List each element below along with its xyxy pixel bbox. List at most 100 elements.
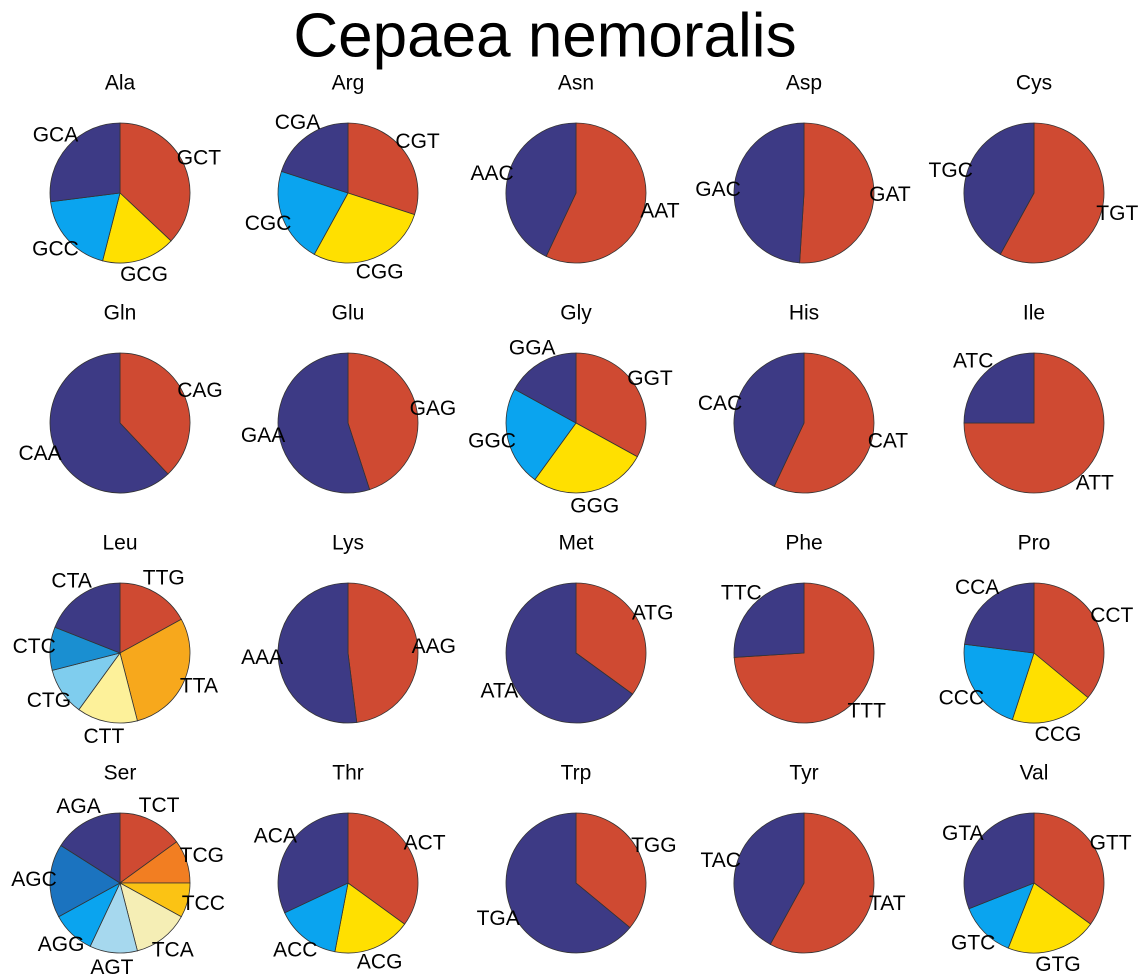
pie-title: Pro [1018,532,1051,555]
slice-label: GCT [177,146,222,169]
slice-label: AAG [412,635,456,658]
pie-slice [277,352,371,494]
slice-label: GCA [33,124,79,147]
slice-label: GAC [695,178,741,201]
pie-slice [968,882,1035,949]
pie-slice [277,170,349,255]
slice-label: TGG [631,834,677,857]
pie-slice [769,812,875,954]
pie-title: Asp [786,72,822,95]
slice-label: GCC [32,237,79,260]
pie-slice [102,192,172,264]
pie-chart: Trp TGG TGA [477,762,677,954]
pie-slice [963,643,1035,721]
slice-label: CTA [51,569,91,592]
slice-label: CTG [27,689,71,712]
pie-chart: His CAT CAC [698,302,908,494]
slice-label: GGC [468,429,516,452]
pie-title: Tyr [789,762,818,785]
slice-label: AAT [640,199,679,222]
slice-label: TAC [700,849,740,872]
pie-chart: Val GTT GTG GTC GTA [942,762,1132,977]
pie-slice [280,122,349,194]
pie-title: Arg [332,72,365,95]
pie-chart: Tyr TAT TAC [700,762,906,954]
slice-label: GGG [570,494,619,517]
slice-label: GAT [869,183,911,206]
pie-chart: Arg CGT CGG CGC CGA [245,72,440,284]
slice-label: CGC [245,212,292,235]
pie-slice [78,652,138,724]
pie-slice [575,352,647,458]
slice-label: ATG [632,602,674,625]
slice-label: ATT [1076,471,1114,494]
pie-slice [50,192,121,262]
slice-label: GTC [951,931,995,954]
pie-slice [999,122,1105,264]
pie-chart: Gly GGT GGG GGC GGA [468,302,673,518]
pie-slice [284,882,349,953]
pie-chart: Gln CAG CAA [18,302,223,494]
pie-chart: Asn AAT AAC [470,72,680,264]
slice-label: GAA [241,424,285,447]
slice-label: CCA [955,576,999,599]
pie-title: His [789,302,819,325]
slice-label: ATA [481,680,519,703]
pie-slice [514,352,577,424]
pie-chart: Leu TTG TTA CTT CTG CTC CTA [13,532,218,748]
slice-label: AGG [38,933,85,956]
pie-chart: Met ATG ATA [481,532,674,724]
pie-slice [49,352,169,494]
slice-label: TCT [139,794,180,817]
slice-label: ACA [254,824,297,847]
slice-label: TGC [929,159,973,182]
pie-slice [119,618,191,722]
pie-slice [505,122,577,257]
pie-slice [733,582,805,658]
pie-title: Asn [558,72,594,95]
slice-label: TCC [182,892,225,915]
pie-slice [505,388,577,481]
pie-slice [963,812,1035,910]
pie-slice [119,352,191,475]
slice-label: ACC [273,939,317,962]
slice-label: CTC [13,635,56,658]
main-title: Cepaea nemoralis [293,1,796,70]
pie-chart: Glu GAG GAA [241,302,457,494]
pie-slice [575,812,647,929]
pie-slice [49,122,121,203]
pie-title: Phe [785,532,822,555]
pie-title: Trp [561,762,592,785]
pie-title: Val [1020,762,1049,785]
pie-slice [119,882,182,952]
slice-label: ATC [953,350,993,373]
pie-slice [575,582,647,695]
pie-title: Leu [102,532,137,555]
slice-label: GTT [1090,832,1132,855]
pie-slice [964,582,1035,654]
slice-label: GAG [410,397,457,420]
pie-slice [277,812,349,914]
slice-label: AGC [11,868,57,891]
pie-slice [733,352,805,487]
slice-label: AGT [90,956,133,977]
slice-label: ACG [357,951,403,974]
pie-title: Lys [332,532,364,555]
pie-slice [54,582,121,654]
slice-label: CAA [18,442,61,465]
pie-slice [1033,582,1105,699]
pie-chart: Lys AAG AAA [241,532,456,724]
slice-label: TCG [180,844,224,867]
slice-label: TTA [180,675,218,698]
pie-chart: Asp GAT GAC [695,72,911,264]
slice-label: CGT [395,130,440,153]
slice-label: TGA [477,907,520,930]
slice-label: CCT [1090,604,1133,627]
slice-label: TAT [869,892,906,915]
slice-label: AGA [56,795,100,818]
pie-slice [505,812,631,954]
pie-title: Ser [104,762,137,785]
pie-title: Met [558,532,593,555]
